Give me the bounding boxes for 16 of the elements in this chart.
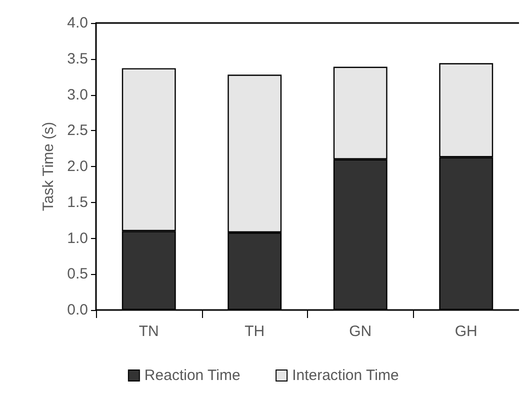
x-tick-label: GH bbox=[454, 323, 478, 340]
y-axis-title: Task Time (s) bbox=[40, 122, 57, 212]
y-tick-label: 3.0 bbox=[67, 86, 88, 104]
x-tick-label: TN bbox=[138, 323, 159, 340]
y-tick-label: 4.0 bbox=[67, 14, 88, 32]
x-tick-label: GN bbox=[349, 323, 372, 340]
legend-label: Interaction Time bbox=[292, 367, 399, 384]
y-tick-label: 1.5 bbox=[67, 194, 88, 211]
y-tick-label: 3.5 bbox=[67, 50, 88, 68]
y-tick-label: 0.0 bbox=[67, 302, 88, 318]
y-tick-label: 1.0 bbox=[67, 230, 88, 247]
x-tick-label: TH bbox=[244, 323, 265, 340]
y-tick-label: 0.5 bbox=[67, 266, 88, 283]
legend-label: Reaction Time bbox=[144, 367, 240, 384]
y-tick-label: 2.5 bbox=[67, 122, 88, 140]
y-tick-label: 2.0 bbox=[67, 158, 88, 175]
